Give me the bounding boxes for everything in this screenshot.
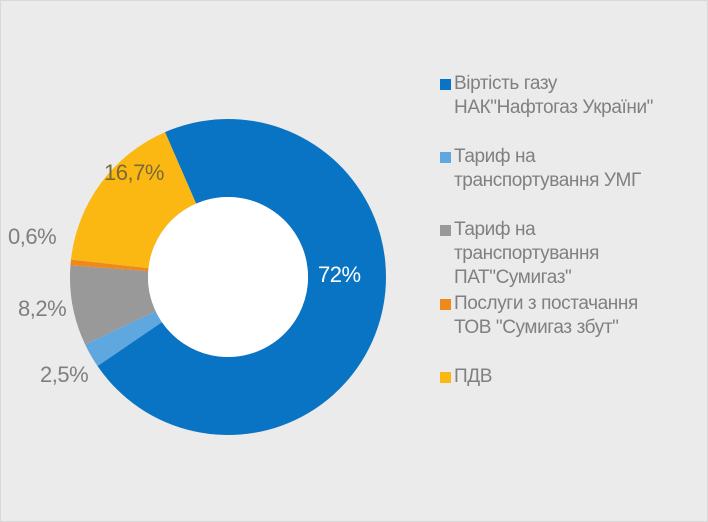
legend-item-sumygas-tariff: Тариф на транспортування ПАТ"Сумигаз": [438, 218, 708, 290]
label-16-7: 16,7%: [104, 160, 164, 185]
legend-item-umg-tariff: Тариф на транспортування УМГ: [438, 145, 708, 193]
donut-slice-2: [70, 265, 156, 345]
legend-swatch: [440, 79, 451, 90]
donut-slice-3: [70, 259, 149, 272]
legend-item-gas-cost: Віртість газу НАК"Нафтогаз України": [438, 72, 708, 120]
legend-item-supply-services: Послуги з постачання ТОВ "Сумигаз збут": [438, 292, 708, 340]
donut-slice-0: [97, 119, 387, 435]
donut-hole: [148, 197, 308, 357]
legend-swatch: [440, 152, 451, 163]
label-8-2: 8,2%: [18, 296, 67, 321]
label-2-5: 2,5%: [40, 362, 89, 387]
label-0-6: 0,6%: [8, 224, 57, 249]
donut-slice-4: [70, 132, 197, 269]
legend-item-vat: ПДВ: [438, 365, 708, 389]
donut-slice-1: [85, 311, 162, 367]
legend-swatch: [440, 225, 451, 236]
legend-swatch: [440, 299, 451, 310]
legend-swatch: [440, 372, 451, 383]
label-72: 72%: [318, 262, 361, 287]
legend: Віртість газу НАК"Нафтогаз України" Тари…: [438, 72, 708, 389]
